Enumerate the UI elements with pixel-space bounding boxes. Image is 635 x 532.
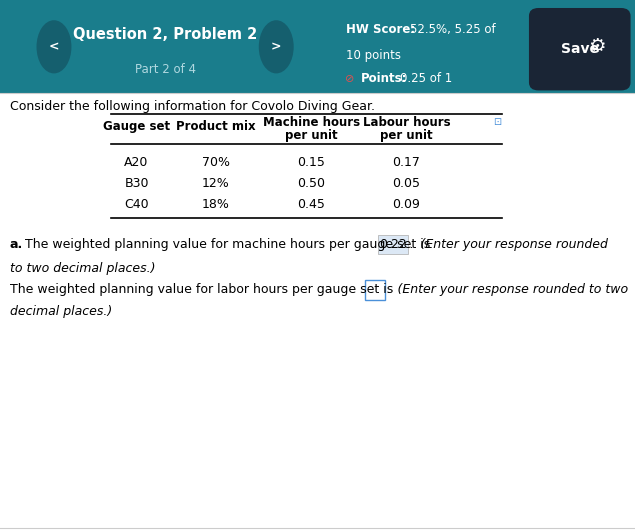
Text: 0.25 of 1: 0.25 of 1 bbox=[400, 72, 452, 85]
Text: 0.50: 0.50 bbox=[297, 177, 325, 190]
Text: Machine hours: Machine hours bbox=[263, 116, 359, 129]
FancyBboxPatch shape bbox=[365, 280, 385, 300]
Text: a.: a. bbox=[10, 238, 23, 251]
Text: ⊡: ⊡ bbox=[493, 118, 502, 127]
Text: 0.15: 0.15 bbox=[297, 156, 325, 169]
Text: Save: Save bbox=[561, 42, 599, 56]
Ellipse shape bbox=[259, 20, 293, 73]
Ellipse shape bbox=[37, 20, 71, 73]
Text: 0.17: 0.17 bbox=[392, 156, 420, 169]
Text: <: < bbox=[49, 40, 59, 53]
Text: B30: B30 bbox=[124, 177, 149, 190]
FancyBboxPatch shape bbox=[0, 0, 635, 93]
Text: 0.05: 0.05 bbox=[392, 177, 420, 190]
Text: HW Score:: HW Score: bbox=[346, 23, 415, 36]
Text: decimal places.): decimal places.) bbox=[10, 305, 112, 318]
Text: 0.22: 0.22 bbox=[379, 238, 407, 251]
Text: 52.5%, 5.25 of: 52.5%, 5.25 of bbox=[410, 23, 495, 36]
Text: C40: C40 bbox=[124, 198, 149, 211]
Text: 12%: 12% bbox=[202, 177, 230, 190]
Text: The weighted planning value for machine hours per gauge set is: The weighted planning value for machine … bbox=[25, 238, 431, 251]
Text: Consider the following information for Covolo Diving Gear.: Consider the following information for C… bbox=[10, 100, 375, 113]
Text: .  (Enter your response rounded: . (Enter your response rounded bbox=[410, 238, 608, 251]
Text: ⊘: ⊘ bbox=[345, 74, 354, 84]
FancyBboxPatch shape bbox=[378, 235, 408, 254]
Text: .  (Enter your response rounded to two: . (Enter your response rounded to two bbox=[387, 284, 629, 296]
Text: A20: A20 bbox=[124, 156, 149, 169]
Text: Product mix: Product mix bbox=[176, 120, 256, 133]
Text: The weighted planning value for labor hours per gauge set is: The weighted planning value for labor ho… bbox=[10, 284, 393, 296]
Text: 70%: 70% bbox=[202, 156, 230, 169]
Text: to two decimal places.): to two decimal places.) bbox=[10, 262, 155, 275]
Text: per unit: per unit bbox=[285, 129, 337, 142]
Text: 10 points: 10 points bbox=[346, 49, 401, 62]
Text: Labour hours: Labour hours bbox=[363, 116, 450, 129]
FancyBboxPatch shape bbox=[529, 8, 631, 90]
Text: Points:: Points: bbox=[361, 72, 407, 85]
Text: Question 2, Problem 2: Question 2, Problem 2 bbox=[73, 27, 257, 42]
Text: Gauge set: Gauge set bbox=[103, 120, 170, 133]
Text: 18%: 18% bbox=[202, 198, 230, 211]
Text: 0.09: 0.09 bbox=[392, 198, 420, 211]
Text: Part 2 of 4: Part 2 of 4 bbox=[135, 63, 196, 76]
Text: per unit: per unit bbox=[380, 129, 432, 142]
Text: 0.45: 0.45 bbox=[297, 198, 325, 211]
Text: >: > bbox=[271, 40, 281, 53]
Text: ⚙: ⚙ bbox=[588, 37, 606, 56]
